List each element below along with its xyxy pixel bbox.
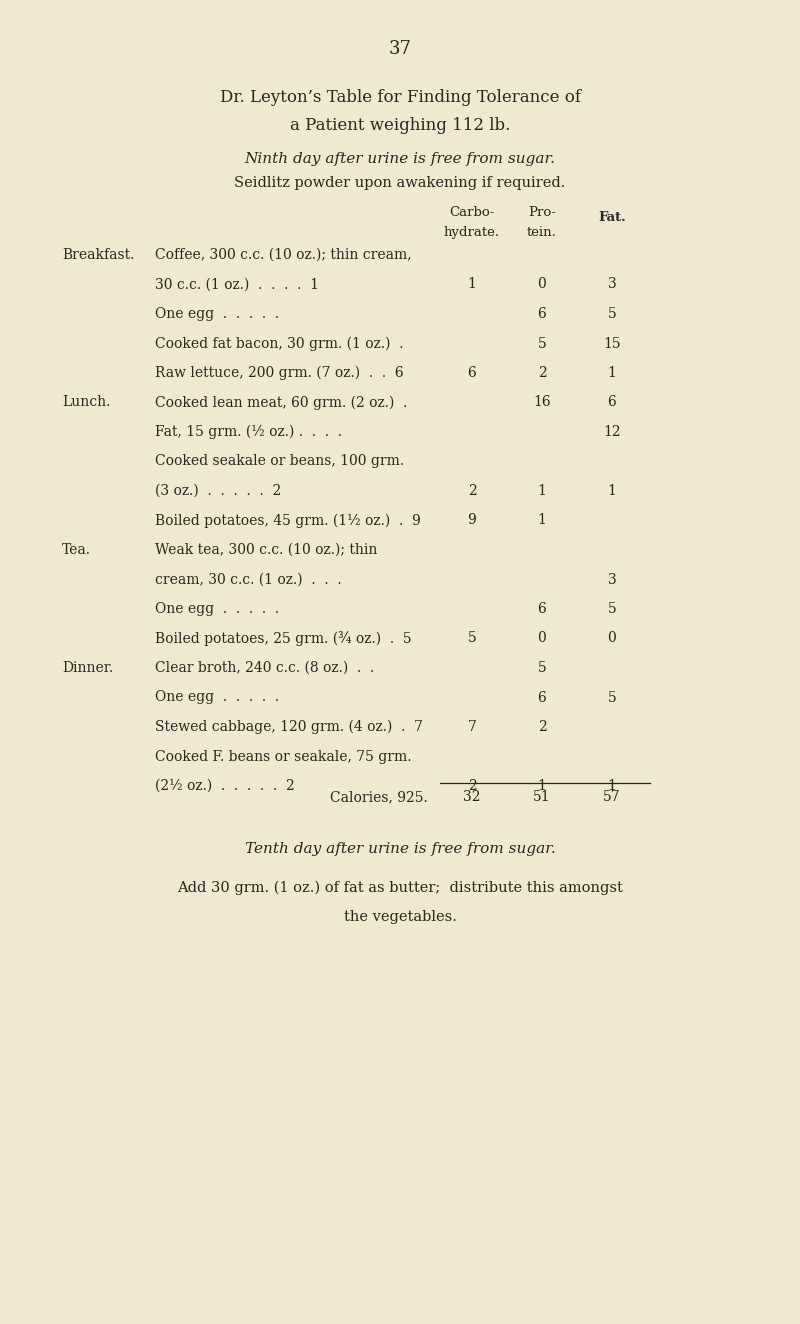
Text: 15: 15 (603, 336, 621, 351)
Text: One egg  .  .  .  .  .: One egg . . . . . (155, 602, 279, 616)
Text: 5: 5 (538, 661, 546, 675)
Text: Cooked seakale or beans, 100 grm.: Cooked seakale or beans, 100 grm. (155, 454, 404, 469)
Text: the vegetables.: the vegetables. (343, 911, 457, 924)
Text: 1: 1 (607, 779, 617, 793)
Text: Cooked fat bacon, 30 grm. (1 oz.)  .: Cooked fat bacon, 30 grm. (1 oz.) . (155, 336, 403, 351)
Text: 1: 1 (607, 485, 617, 498)
Text: 1: 1 (538, 779, 546, 793)
Text: 6: 6 (538, 691, 546, 704)
Text: 1: 1 (538, 514, 546, 527)
Text: 1: 1 (607, 365, 617, 380)
Text: Seidlitz powder upon awakening if required.: Seidlitz powder upon awakening if requir… (234, 176, 566, 191)
Text: 5: 5 (468, 632, 476, 646)
Text: a Patient weighing 112 lb.: a Patient weighing 112 lb. (290, 117, 510, 134)
Text: Add 30 grm. (1 oz.) of fat as butter;  distribute this amongst: Add 30 grm. (1 oz.) of fat as butter; di… (177, 880, 623, 895)
Text: tein.: tein. (527, 226, 557, 240)
Text: cream, 30 c.c. (1 oz.)  .  .  .: cream, 30 c.c. (1 oz.) . . . (155, 572, 342, 587)
Text: 1: 1 (467, 278, 477, 291)
Text: Fat, 15 grm. (½ oz.) .  .  .  .: Fat, 15 grm. (½ oz.) . . . . (155, 425, 342, 440)
Text: Tenth day after urine is free from sugar.: Tenth day after urine is free from sugar… (245, 842, 555, 857)
Text: Lunch.: Lunch. (62, 396, 110, 409)
Text: 0: 0 (538, 278, 546, 291)
Text: 2: 2 (538, 720, 546, 733)
Text: 5: 5 (608, 307, 616, 320)
Text: 2: 2 (468, 779, 476, 793)
Text: Boiled potatoes, 45 grm. (1½ oz.)  .  9: Boiled potatoes, 45 grm. (1½ oz.) . 9 (155, 514, 421, 528)
Text: One egg  .  .  .  .  .: One egg . . . . . (155, 307, 279, 320)
Text: 7: 7 (467, 720, 477, 733)
Text: Tea.: Tea. (62, 543, 91, 557)
Text: 0: 0 (538, 632, 546, 646)
Text: 6: 6 (538, 307, 546, 320)
Text: Carbo-: Carbo- (450, 207, 494, 218)
Text: 6: 6 (608, 396, 616, 409)
Text: 6: 6 (538, 602, 546, 616)
Text: Coffee, 300 c.c. (10 oz.); thin cream,: Coffee, 300 c.c. (10 oz.); thin cream, (155, 248, 412, 262)
Text: 32: 32 (463, 790, 481, 805)
Text: 0: 0 (608, 632, 616, 646)
Text: 37: 37 (389, 40, 411, 58)
Text: Stewed cabbage, 120 grm. (4 oz.)  .  7: Stewed cabbage, 120 grm. (4 oz.) . 7 (155, 720, 423, 735)
Text: 2: 2 (538, 365, 546, 380)
Text: Pro-: Pro- (528, 207, 556, 218)
Text: hydrate.: hydrate. (444, 226, 500, 240)
Text: 3: 3 (608, 572, 616, 587)
Text: 57: 57 (603, 790, 621, 805)
Text: Breakfast.: Breakfast. (62, 248, 134, 262)
Text: 6: 6 (468, 365, 476, 380)
Text: 51: 51 (533, 790, 551, 805)
Text: Dr. Leyton’s Table for Finding Tolerance of: Dr. Leyton’s Table for Finding Tolerance… (219, 89, 581, 106)
Text: Calories, 925.: Calories, 925. (330, 790, 428, 805)
Text: Ninth day after urine is free from sugar.: Ninth day after urine is free from sugar… (245, 152, 555, 166)
Text: 5: 5 (608, 691, 616, 704)
Text: Cooked F. beans or seakale, 75 grm.: Cooked F. beans or seakale, 75 grm. (155, 749, 411, 764)
Text: Cooked lean meat, 60 grm. (2 oz.)  .: Cooked lean meat, 60 grm. (2 oz.) . (155, 396, 407, 410)
Text: 9: 9 (468, 514, 476, 527)
Text: Fat.: Fat. (598, 211, 626, 224)
Text: Raw lettuce, 200 grm. (7 oz.)  .  .  6: Raw lettuce, 200 grm. (7 oz.) . . 6 (155, 365, 404, 380)
Text: 12: 12 (603, 425, 621, 440)
Text: 5: 5 (538, 336, 546, 351)
Text: 1: 1 (538, 485, 546, 498)
Text: Dinner.: Dinner. (62, 661, 114, 675)
Text: 5: 5 (608, 602, 616, 616)
Text: 3: 3 (608, 278, 616, 291)
Text: (3 oz.)  .  .  .  .  .  2: (3 oz.) . . . . . 2 (155, 485, 282, 498)
Text: 30 c.c. (1 oz.)  .  .  .  .  1: 30 c.c. (1 oz.) . . . . 1 (155, 278, 319, 291)
Text: Clear broth, 240 c.c. (8 oz.)  .  .: Clear broth, 240 c.c. (8 oz.) . . (155, 661, 374, 675)
Text: (2½ oz.)  .  .  .  .  .  2: (2½ oz.) . . . . . 2 (155, 779, 294, 793)
Text: One egg  .  .  .  .  .: One egg . . . . . (155, 691, 279, 704)
Text: 2: 2 (468, 485, 476, 498)
Text: Boiled potatoes, 25 grm. (¾ oz.)  .  5: Boiled potatoes, 25 grm. (¾ oz.) . 5 (155, 632, 412, 646)
Text: Weak tea, 300 c.c. (10 oz.); thin: Weak tea, 300 c.c. (10 oz.); thin (155, 543, 378, 557)
Text: 16: 16 (533, 396, 551, 409)
